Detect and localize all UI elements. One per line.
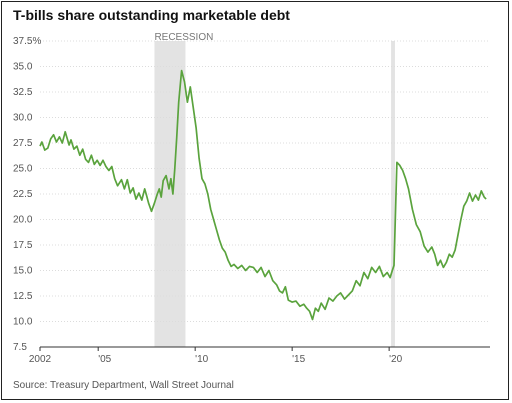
y-tick-label: 32.5 bbox=[13, 87, 33, 98]
y-tick-label: 7.5 bbox=[13, 342, 27, 353]
y-axis-ticks: 7.5 10.0 12.5 15.0 17.5 20.0 22.5 25.0 27.5 30.0 3… bbox=[13, 36, 41, 353]
y-tick-label: 10.0 bbox=[13, 317, 33, 328]
x-tick-label: '15 bbox=[292, 354, 305, 365]
recession-band bbox=[391, 41, 395, 347]
gridlines bbox=[40, 40, 490, 322]
x-tick-label: '10 bbox=[195, 354, 208, 365]
x-tick-label: '05 bbox=[98, 354, 111, 365]
x-tick-label: 2002 bbox=[29, 354, 52, 365]
y-tick-label: 25.0 bbox=[13, 164, 33, 175]
x-axis: 2002 '05 '10 '15 '20 bbox=[29, 346, 490, 365]
y-tick-label: 37.5% bbox=[13, 36, 41, 47]
y-tick-label: 20.0 bbox=[13, 215, 33, 226]
y-tick-label: 30.0 bbox=[13, 113, 33, 124]
y-tick-label: 17.5 bbox=[13, 240, 33, 251]
y-tick-label: 12.5 bbox=[13, 291, 33, 302]
series-line bbox=[39, 69, 487, 321]
y-tick-label: 27.5 bbox=[13, 138, 33, 149]
chart-title: T-bills share outstanding marketable deb… bbox=[13, 7, 290, 23]
recession-label: RECESSION bbox=[154, 32, 213, 43]
recession-bands: RECESSION bbox=[154, 32, 395, 347]
y-tick-label: 35.0 bbox=[13, 62, 33, 73]
source-note: Source: Treasury Department, Wall Street… bbox=[13, 380, 234, 391]
x-tick-label: '20 bbox=[389, 354, 402, 365]
y-tick-label: 22.5 bbox=[13, 189, 33, 200]
y-tick-label: 15.0 bbox=[13, 266, 33, 277]
series-group bbox=[39, 69, 487, 321]
